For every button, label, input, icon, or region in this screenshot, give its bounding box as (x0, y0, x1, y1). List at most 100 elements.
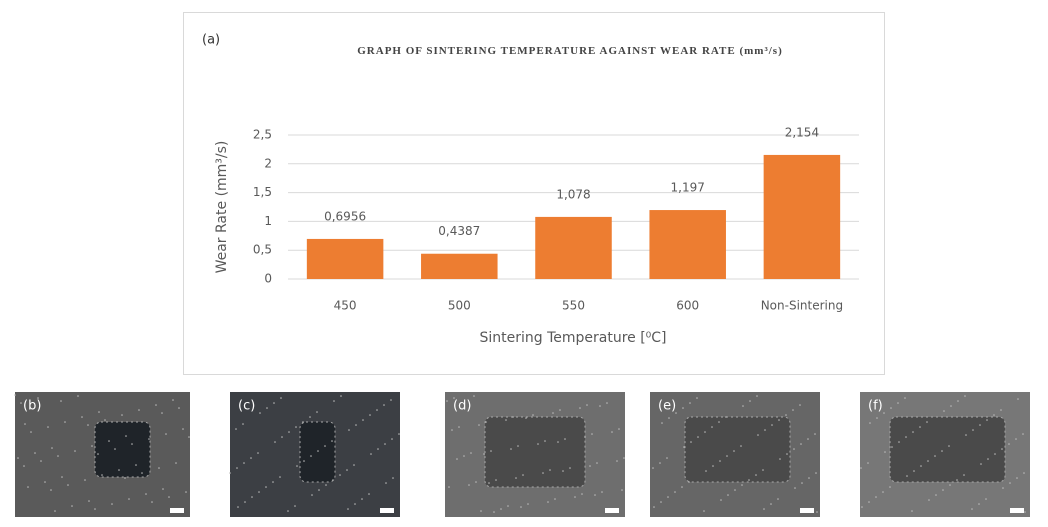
texture-dot (168, 496, 170, 498)
texture-dot (934, 455, 936, 457)
texture-dot (272, 481, 274, 483)
texture-dot (705, 470, 707, 472)
texture-dot (712, 465, 714, 467)
texture-dot (756, 395, 758, 397)
texture-dot (446, 400, 448, 402)
texture-dot (919, 426, 921, 428)
texture-dot (596, 462, 598, 464)
texture-dot (185, 491, 187, 493)
texture-dot (353, 464, 355, 466)
x-axis-label: Sintering Temperature [⁰C] (479, 330, 666, 346)
texture-dot (20, 402, 22, 404)
texture-dot (510, 448, 512, 450)
texture-dot (493, 511, 495, 513)
texture-dot (542, 472, 544, 474)
wear-track (684, 416, 791, 483)
wear-track (299, 421, 336, 483)
texture-dot (24, 423, 26, 425)
texture-dot (1015, 438, 1017, 440)
texture-dot (135, 464, 137, 466)
texture-dot (448, 486, 450, 488)
texture-dot (890, 407, 892, 409)
texture-dot (376, 409, 378, 411)
texture-dot (905, 436, 907, 438)
bar (306, 238, 384, 279)
y-tick-label: 1 (264, 214, 272, 228)
texture-dot (559, 409, 561, 411)
texture-dot (84, 479, 86, 481)
texture-dot (950, 405, 952, 407)
texture-dot (515, 477, 517, 479)
texture-dot (681, 486, 683, 488)
texture-dot (310, 455, 312, 457)
texture-dot (942, 489, 944, 491)
scale-bar (605, 508, 619, 513)
texture-dot (74, 450, 76, 452)
texture-dot (165, 433, 167, 435)
texture-dot (495, 479, 497, 481)
texture-dot (151, 501, 153, 503)
texture-dot (27, 486, 29, 488)
texture-dot (869, 422, 871, 424)
texture-dot (522, 474, 524, 476)
texture-dot (473, 395, 475, 397)
texture-dot (517, 445, 519, 447)
scale-bar (170, 508, 184, 513)
panel-label: (b) (23, 399, 41, 414)
texture-dot (742, 405, 744, 407)
texture-dot (956, 479, 958, 481)
texture-dot (653, 506, 655, 508)
texture-dot (718, 421, 720, 423)
texture-dot (544, 440, 546, 442)
texture-dot (978, 503, 980, 505)
texture-dot (311, 494, 313, 496)
texture-dot (101, 474, 103, 476)
texture-dot (594, 494, 596, 496)
bar (421, 253, 498, 279)
texture-dot (1024, 511, 1026, 513)
texture-dot (470, 452, 472, 454)
texture-dot (161, 412, 163, 414)
scale-bar (800, 508, 814, 513)
texture-dot (725, 416, 727, 418)
texture-dot (675, 412, 677, 414)
texture-dot (906, 475, 908, 477)
texture-dot (244, 501, 246, 503)
texture-dot (138, 409, 140, 411)
texture-dot (40, 460, 42, 462)
texture-dot (755, 474, 757, 476)
texture-dot (182, 428, 184, 430)
x-tick-label: Non-Sintering (761, 299, 843, 313)
texture-dot (279, 476, 281, 478)
texture-dot (324, 445, 326, 447)
texture-dot (104, 419, 106, 421)
x-tick-label: 450 (334, 299, 357, 313)
texture-dot (475, 481, 477, 483)
texture-dot (333, 400, 335, 402)
texture-dot (1000, 409, 1002, 411)
texture-dot (287, 510, 289, 512)
texture-dot (81, 416, 83, 418)
texture-dot (779, 458, 781, 460)
texture-dot (1009, 482, 1011, 484)
texture-dot (771, 424, 773, 426)
texture-dot (295, 426, 297, 428)
texture-dot (527, 503, 529, 505)
texture-dot (770, 503, 772, 505)
texture-dot (549, 469, 551, 471)
texture-dot (799, 404, 801, 406)
texture-dot (346, 469, 348, 471)
texture-dot (884, 451, 886, 453)
texture-dot (331, 440, 333, 442)
texture-dot (876, 417, 878, 419)
texture-dot (748, 479, 750, 481)
texture-dot (688, 481, 690, 483)
texture-dot (520, 506, 522, 508)
texture-dot (935, 494, 937, 496)
texture-dot (661, 422, 663, 424)
texture-dot (354, 503, 356, 505)
texture-dot (785, 414, 787, 416)
texture-dot (581, 493, 583, 495)
texture-dot (259, 412, 261, 414)
texture-dot (347, 508, 349, 510)
